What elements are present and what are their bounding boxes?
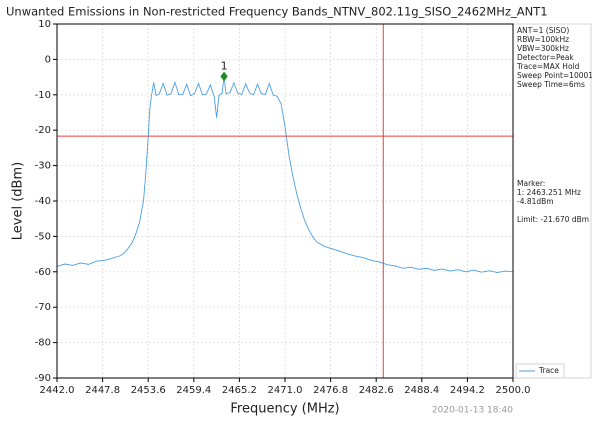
marker-info-text: Marker: xyxy=(517,179,545,188)
y-tick-label: -20 xyxy=(35,125,51,136)
info-text: VBW=300kHz xyxy=(517,44,569,53)
info-text: Trace=MAX Hold xyxy=(516,62,580,71)
marker-label: 1 xyxy=(221,59,228,72)
info-text: ANT=1 (SISO) xyxy=(517,26,569,35)
x-axis-label: Frequency (MHz) xyxy=(230,402,339,417)
x-tick-label: 2447.8 xyxy=(85,385,120,396)
marker-info-text: Limit: -21.670 dBm xyxy=(517,215,589,224)
y-tick-label: 0 xyxy=(45,54,51,65)
info-text: RBW=100kHz xyxy=(517,35,569,44)
x-tick-label: 2494.2 xyxy=(450,385,485,396)
marker-info-text: -4.81dBm xyxy=(517,197,554,206)
legend-box xyxy=(515,363,565,379)
x-tick-label: 2465.2 xyxy=(222,385,257,396)
x-tick-label: 2471.0 xyxy=(268,385,303,396)
marker-point xyxy=(220,71,228,82)
y-axis-label: Level (dBm) xyxy=(11,162,26,240)
y-tick-label: -40 xyxy=(35,196,51,207)
y-tick-label: -60 xyxy=(35,267,51,278)
x-tick-label: 2459.4 xyxy=(176,385,211,396)
info-text: Detector=Peak xyxy=(517,53,574,62)
x-tick-label: 2500.0 xyxy=(496,385,531,396)
chart-title: Unwanted Emissions in Non-restricted Fre… xyxy=(6,5,548,19)
x-tick-label: 2482.6 xyxy=(359,385,394,396)
trace-line xyxy=(56,76,514,273)
y-tick-label: -50 xyxy=(35,231,51,242)
y-tick-label: 10 xyxy=(38,19,51,30)
y-tick-label: -80 xyxy=(35,338,51,349)
marker-info-text: 1: 2463.251 MHz xyxy=(517,188,581,197)
plot-frame xyxy=(56,23,514,379)
x-tick-label: 2442.0 xyxy=(40,385,75,396)
info-text: Sweep Point=10001 xyxy=(517,71,592,80)
info-text: Sweep Time=6ms xyxy=(517,80,585,89)
y-tick-label: -70 xyxy=(35,302,51,313)
y-tick-label: -30 xyxy=(35,161,51,172)
y-tick-label: -90 xyxy=(35,373,51,384)
timestamp: 2020-01-13 18:40 xyxy=(432,406,513,416)
x-tick-label: 2476.8 xyxy=(313,385,348,396)
legend-label: Trace xyxy=(538,366,559,375)
y-tick-label: -10 xyxy=(35,90,51,101)
x-tick-label: 2488.4 xyxy=(404,385,439,396)
x-tick-label: 2453.6 xyxy=(131,385,166,396)
